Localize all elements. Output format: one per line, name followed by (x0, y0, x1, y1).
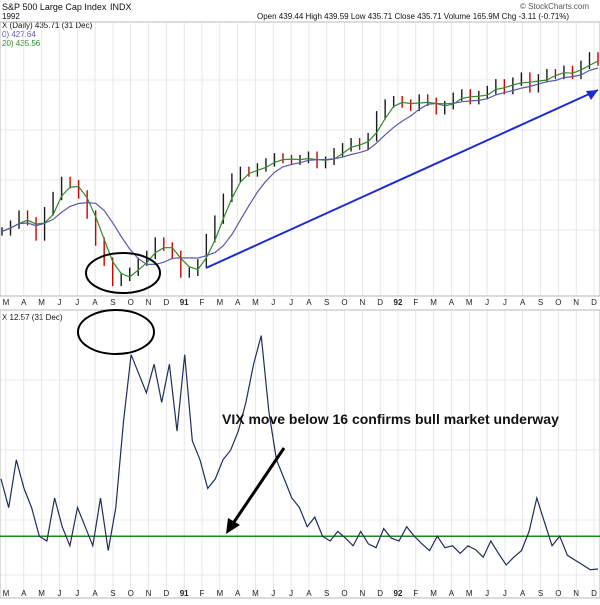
price-x-tick-label: J (57, 298, 61, 307)
vix-x-tick-label: J (75, 589, 79, 598)
price-x-tick-label: J (289, 298, 293, 307)
vix-x-tick-label: J (485, 589, 489, 598)
ma-short-line (1, 60, 599, 278)
price-x-tick-label: A (92, 298, 98, 307)
vix-x-tick-label: 91 (180, 589, 189, 598)
vix-x-tick-label: D (591, 589, 597, 598)
vix-x-tick-label: A (306, 589, 312, 598)
vix-x-tick-label: J (503, 589, 507, 598)
price-x-tick-label: J (485, 298, 489, 307)
vix-legend: X 12.57 (31 Dec) (2, 313, 63, 322)
vix-x-tick-label: O (341, 589, 347, 598)
price-x-tick-label: M (38, 298, 45, 307)
ohlc-readout: Open 439.44 High 439.59 Low 435.71 Close… (257, 12, 569, 21)
vix-x-tick-label: S (110, 589, 115, 598)
price-x-tick-label: S (538, 298, 543, 307)
vix-line (0, 335, 599, 571)
price-x-tick-label: M (466, 298, 473, 307)
price-x-tick-label: A (520, 298, 526, 307)
index-title: S&P 500 Large Cap Index (2, 2, 107, 12)
price-x-tick-label: N (146, 298, 152, 307)
price-x-tick-label: S (324, 298, 329, 307)
source-credit: © StockCharts.com (520, 2, 589, 11)
vix-x-tick-label: N (146, 589, 152, 598)
price-x-tick-label: M (430, 298, 437, 307)
vix-x-tick-label: O (555, 589, 561, 598)
price-x-tick-label: M (216, 298, 223, 307)
vix-x-tick-label: A (520, 589, 526, 598)
price-x-tick-label: A (21, 298, 27, 307)
vix-spike-circle (77, 309, 155, 355)
price-x-tick-label: J (271, 298, 275, 307)
index-exchange: INDX (110, 2, 132, 12)
price-panel-frame (0, 21, 600, 297)
price-x-tick-label: O (341, 298, 347, 307)
price-x-tick-label: M (252, 298, 259, 307)
vix-grid (0, 310, 600, 598)
vix-x-tick-label: S (324, 589, 329, 598)
price-x-tick-label: D (377, 298, 383, 307)
price-x-tick-label: D (163, 298, 169, 307)
vix-x-tick-label: F (200, 589, 205, 598)
vix-x-tick-label: A (449, 589, 455, 598)
vix-annotation-arrow-head (226, 518, 240, 534)
vix-x-tick-label: O (128, 589, 134, 598)
vix-x-tick-label: D (163, 589, 169, 598)
ma-long-line (1, 67, 599, 265)
vix-x-tick-label: M (430, 589, 437, 598)
vix-x-tick-label: M (252, 589, 259, 598)
chart-header: S&P 500 Large Cap Index INDX © StockChar… (2, 2, 589, 48)
vix-x-tick-label: J (57, 589, 61, 598)
vix-x-tick-label: A (92, 589, 98, 598)
vix-x-tick-label: J (289, 589, 293, 598)
price-x-tick-label: M (3, 298, 10, 307)
price-x-tick-label: O (555, 298, 561, 307)
price-x-tick-label: O (128, 298, 134, 307)
vix-x-tick-label: M (216, 589, 223, 598)
price-x-tick-label: F (413, 298, 418, 307)
vix-annotation-text: VIX move below 16 confirms bull market u… (222, 411, 559, 427)
vix-x-tick-label: M (3, 589, 10, 598)
vix-x-tick-label: S (538, 589, 543, 598)
price-bottom-circle (85, 252, 161, 294)
price-x-tick-label: A (235, 298, 241, 307)
ma-legend-short: 20) 435.56 (2, 39, 41, 48)
vix-x-tick-label: A (21, 589, 27, 598)
vix-x-tick-label: D (377, 589, 383, 598)
vix-x-tick-label: F (413, 589, 418, 598)
price-x-tick-label: J (75, 298, 79, 307)
trend-arrow-head (586, 90, 598, 100)
price-x-tick-label: F (200, 298, 205, 307)
vix-annotation-arrow-line (230, 447, 286, 526)
vix-x-axis: M A M J J A S O N D 91 F M A M J J A S O N D 92 F M A M J J A S O N D (3, 589, 597, 598)
vix-x-tick-label: N (573, 589, 579, 598)
price-x-tick-label: N (573, 298, 579, 307)
price-x-tick-label: A (449, 298, 455, 307)
vix-x-tick-label: M (466, 589, 473, 598)
trend-arrow-line (205, 89, 599, 269)
vix-x-tick-label: M (38, 589, 45, 598)
price-x-tick-label: S (110, 298, 115, 307)
price-x-axis: M A M J J A S O N D 91 F M A M J J A S O N D 92 F M A M J J A S O N D (3, 298, 597, 307)
index-year: 1992 (2, 12, 20, 21)
vix-x-tick-label: A (235, 589, 241, 598)
price-x-tick-label: 92 (394, 298, 403, 307)
ma-legend-long: 0) 427.64 (2, 30, 36, 39)
price-x-tick-label: A (306, 298, 312, 307)
vix-x-tick-label: N (359, 589, 365, 598)
vix-x-tick-label: J (271, 589, 275, 598)
vix-x-tick-label: 92 (394, 589, 403, 598)
price-legend: X (Daily) 435.71 (31 Dec) (2, 21, 93, 30)
price-x-tick-label: N (359, 298, 365, 307)
vix-panel-frame (0, 309, 600, 599)
price-x-tick-label: 91 (180, 298, 189, 307)
price-x-tick-label: J (503, 298, 507, 307)
price-x-tick-label: D (591, 298, 597, 307)
